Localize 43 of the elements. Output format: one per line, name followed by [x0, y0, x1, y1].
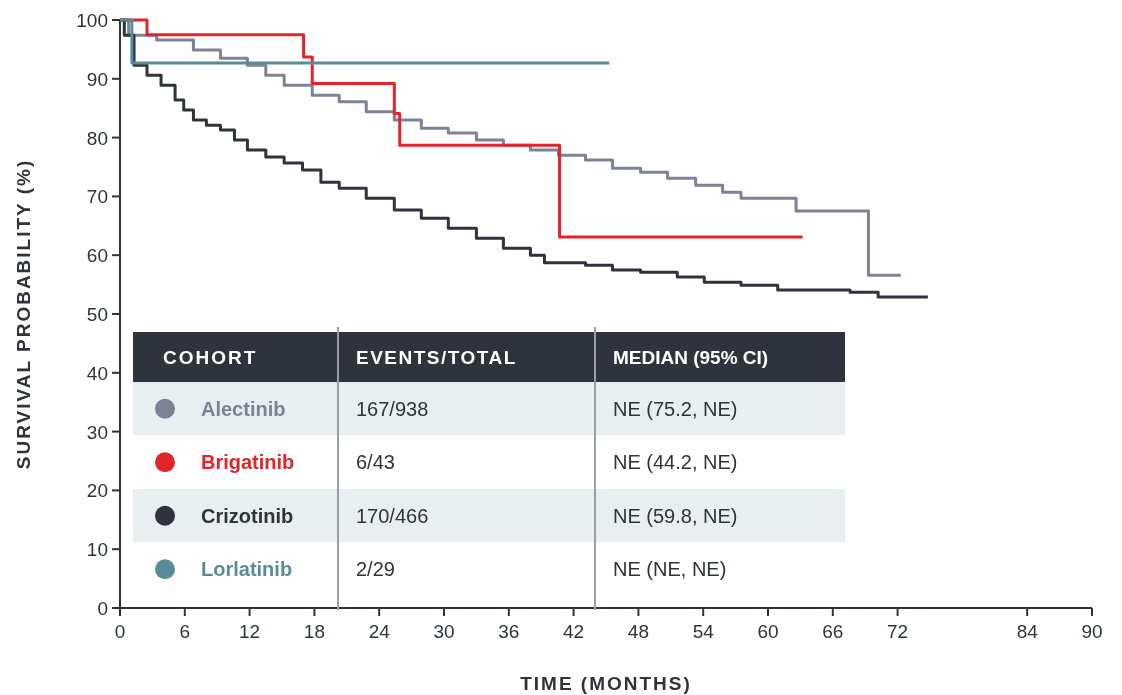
x-tick-label: 72 [887, 621, 909, 642]
y-tick-label: 40 [86, 362, 108, 384]
annotation: 167/938 [356, 397, 429, 420]
y-tick-label: 80 [86, 127, 108, 149]
legend-title: COHORT [163, 347, 258, 368]
y-tick-label: 20 [86, 480, 108, 502]
annotation: NE (59.8, NE) [613, 504, 738, 527]
y-tick-label: 60 [86, 245, 108, 267]
annotation: EVENTS/TOTAL [356, 347, 517, 368]
x-tick-label: 42 [563, 621, 585, 642]
annotation: 6/43 [356, 451, 395, 474]
annotation: 170/466 [356, 504, 429, 527]
x-tick-label: 60 [757, 621, 779, 642]
y-axis-title: SURVIVAL PROBABILITY (%) [13, 158, 34, 470]
legend-label: Alectinib [201, 397, 286, 420]
x-tick-label: 0 [114, 621, 126, 642]
y-tick-label: 100 [76, 10, 108, 31]
x-tick-label: 54 [692, 621, 715, 642]
legend-label: Crizotinib [201, 504, 294, 527]
x-tick-label: 48 [627, 621, 649, 642]
x-tick-label: 66 [822, 621, 844, 642]
annotation: NE (NE, NE) [613, 558, 727, 581]
x-tick-label: 84 [1016, 621, 1039, 642]
annotation: NE (75.2, NE) [613, 397, 738, 420]
x-tick-label: 24 [368, 621, 391, 642]
x-tick-label: 6 [179, 621, 191, 642]
y-tick-label: 10 [86, 539, 108, 561]
annotation: 2/29 [356, 558, 395, 581]
x-tick-label: 36 [498, 621, 520, 642]
x-tick-label: 90 [1081, 621, 1103, 642]
annotation: NE (44.2, NE) [613, 451, 738, 474]
x-tick-label: 18 [303, 621, 325, 642]
legend-label: Lorlatinib [201, 558, 293, 581]
y-tick-label: 50 [86, 304, 108, 325]
y-tick-label: 0 [97, 598, 108, 619]
x-tick-label: 30 [433, 621, 455, 642]
x-axis-title: TIME (MONTHS) [520, 673, 692, 694]
legend-label: Brigatinib [201, 451, 295, 474]
y-tick-label: 70 [86, 186, 108, 208]
x-tick-label: 12 [239, 621, 261, 642]
annotation: MEDIAN (95% CI) [613, 347, 769, 368]
y-tick-label: 90 [86, 68, 108, 90]
y-tick-label: 30 [86, 421, 108, 443]
